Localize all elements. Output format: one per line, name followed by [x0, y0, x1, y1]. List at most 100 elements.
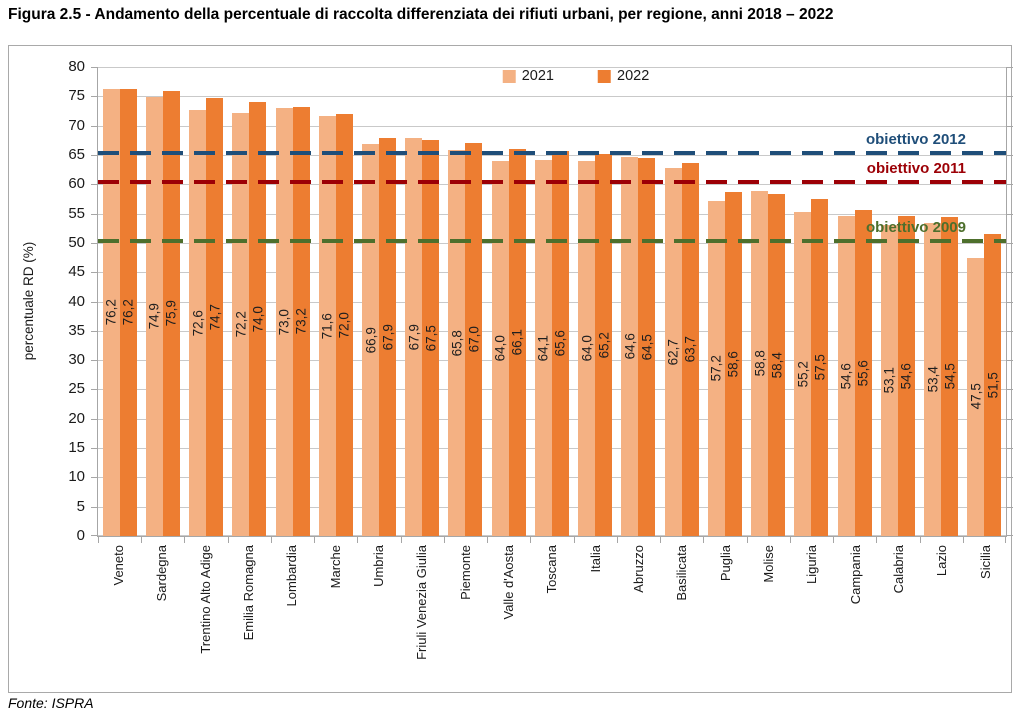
bar-2022-lazio: 54,5	[941, 216, 959, 536]
bar-group-liguria: 55,2 57,5	[790, 67, 833, 536]
reference-line-obiettivo-2009	[98, 238, 1006, 243]
y-tick-label: 80	[68, 58, 85, 75]
bar-2022-piemonte: 67,0	[465, 143, 483, 536]
y-tick	[91, 125, 98, 127]
bar-2022-marche: 72,0	[335, 113, 353, 536]
bar-value-label: 64,6	[622, 333, 638, 360]
bar-group-lazio: 53,4 54,5	[919, 67, 962, 536]
bar-2021-sicilia: 47,5	[967, 257, 985, 536]
reference-line-obiettivo-2012	[98, 150, 1006, 155]
bar-group-trentino-alto-adige: 72,6 74,7	[184, 67, 227, 536]
y-tick	[91, 96, 98, 98]
bar-value-label: 64,0	[579, 335, 595, 362]
bar-2021-emilia-romagna: 72,2	[232, 112, 250, 536]
y-tick-right	[1006, 67, 1013, 68]
y-tick-right	[1006, 506, 1013, 508]
x-label-cell: Molise	[747, 545, 790, 690]
legend-item-2022: 2022	[598, 68, 649, 84]
region-label-puglia: Puglia	[717, 545, 733, 582]
bar-value-label: 47,5	[968, 383, 984, 410]
legend-swatch-icon	[502, 69, 516, 83]
x-tick	[660, 536, 662, 543]
bar-group-valle-d-aosta: 64,0 66,1	[487, 67, 530, 536]
region-label-molise: Molise	[761, 545, 777, 583]
bar-group-piemonte: 65,8 67,0	[444, 67, 487, 536]
figure-title: Figura 2.5 - Andamento della percentuale…	[8, 6, 834, 23]
bar-value-label: 53,1	[881, 367, 897, 394]
y-tick-label: 35	[68, 321, 85, 339]
x-label-cell: Toscana	[530, 545, 573, 690]
x-tick	[184, 536, 186, 543]
bar-2021-umbria: 66,9	[362, 143, 380, 536]
region-label-lombardia: Lombardia	[284, 545, 300, 607]
y-tick-label: 0	[76, 527, 85, 544]
bar-group-toscana: 64,1 65,6	[530, 67, 573, 536]
bar-2022-emilia-romagna: 74,0	[249, 102, 267, 536]
bar-2022-toscana: 65,6	[551, 151, 569, 536]
y-tick	[91, 535, 98, 536]
region-label-friuli-venezia-giulia: Friuli Venezia Giulia	[414, 545, 430, 660]
source-note: Fonte: ISPRA	[8, 695, 94, 711]
x-label-cell: Liguria	[790, 545, 833, 690]
bar-value-label: 57,5	[812, 354, 828, 381]
bar-value-label: 65,2	[596, 331, 612, 359]
bar-value-label: 75,9	[163, 300, 179, 327]
bar-2021-calabria: 53,1	[880, 224, 898, 536]
x-tick	[1005, 536, 1006, 543]
region-label-valle-d-aosta: Valle d'Aosta	[501, 545, 517, 620]
bar-group-umbria: 66,9 67,9	[357, 67, 400, 536]
y-tick-label: 70	[68, 116, 85, 134]
y-tick-label: 60	[68, 175, 85, 193]
y-tick-right	[1006, 301, 1013, 303]
bar-value-label: 74,0	[250, 305, 266, 333]
y-tick-right	[1006, 272, 1013, 274]
bar-group-campania: 54,6 55,6	[833, 67, 876, 536]
bar-2021-trentino-alto-adige: 72,6	[189, 110, 207, 536]
x-label-cell: Basilicata	[660, 545, 703, 690]
y-tick-right	[1006, 125, 1013, 127]
bar-2022-molise: 58,4	[768, 193, 786, 536]
bar-value-label: 57,2	[708, 355, 724, 382]
x-tick	[270, 536, 272, 543]
x-label-cell: Calabria	[877, 545, 920, 690]
bar-group-molise: 58,8 58,4	[747, 67, 790, 536]
region-label-abruzzo: Abruzzo	[631, 545, 647, 593]
bar-value-label: 66,1	[509, 329, 525, 356]
region-label-italia: Italia	[587, 545, 603, 573]
bar-value-label: 64,1	[535, 334, 551, 362]
y-tick-right	[1006, 184, 1013, 186]
bar-2021-veneto: 76,2	[102, 89, 120, 536]
x-label-cell: Abruzzo	[617, 545, 660, 690]
y-tick-label: 55	[68, 204, 85, 222]
bar-value-label: 72,0	[336, 311, 352, 339]
gridline	[98, 67, 1006, 68]
bar-group-marche: 71,6 72,0	[314, 67, 357, 536]
bar-2022-veneto: 76,2	[119, 89, 137, 536]
bar-value-label: 74,9	[146, 303, 162, 330]
x-label-cell: Lazio	[920, 545, 963, 690]
x-tick	[227, 536, 229, 543]
bar-2021-molise: 58,8	[751, 191, 769, 536]
x-label-cell: Campania	[834, 545, 877, 690]
bar-2021-puglia: 57,2	[707, 200, 725, 536]
x-tick	[746, 536, 748, 543]
gridline	[98, 96, 1006, 98]
y-tick-right	[1006, 242, 1013, 244]
x-tick	[833, 536, 835, 543]
y-tick-label: 15	[68, 439, 85, 457]
bar-group-basilicata: 62,7 63,7	[660, 67, 703, 536]
bar-group-veneto: 76,2 76,2	[98, 67, 141, 536]
x-tick	[314, 536, 316, 543]
y-tick-label: 45	[68, 263, 85, 281]
bar-value-label: 67,9	[380, 323, 396, 351]
bar-group-calabria: 53,1 54,6	[876, 67, 919, 536]
bar-value-label: 65,6	[552, 330, 568, 357]
bar-value-label: 62,7	[665, 339, 681, 366]
bar-value-label: 67,5	[423, 325, 439, 352]
bar-2022-abruzzo: 64,5	[638, 157, 656, 536]
bar-value-label: 58,6	[725, 351, 741, 378]
y-tick-label: 40	[68, 292, 85, 310]
bar-group-abruzzo: 64,6 64,5	[617, 67, 660, 536]
y-tick-label: 25	[68, 380, 85, 398]
bar-value-label: 76,2	[103, 299, 119, 326]
